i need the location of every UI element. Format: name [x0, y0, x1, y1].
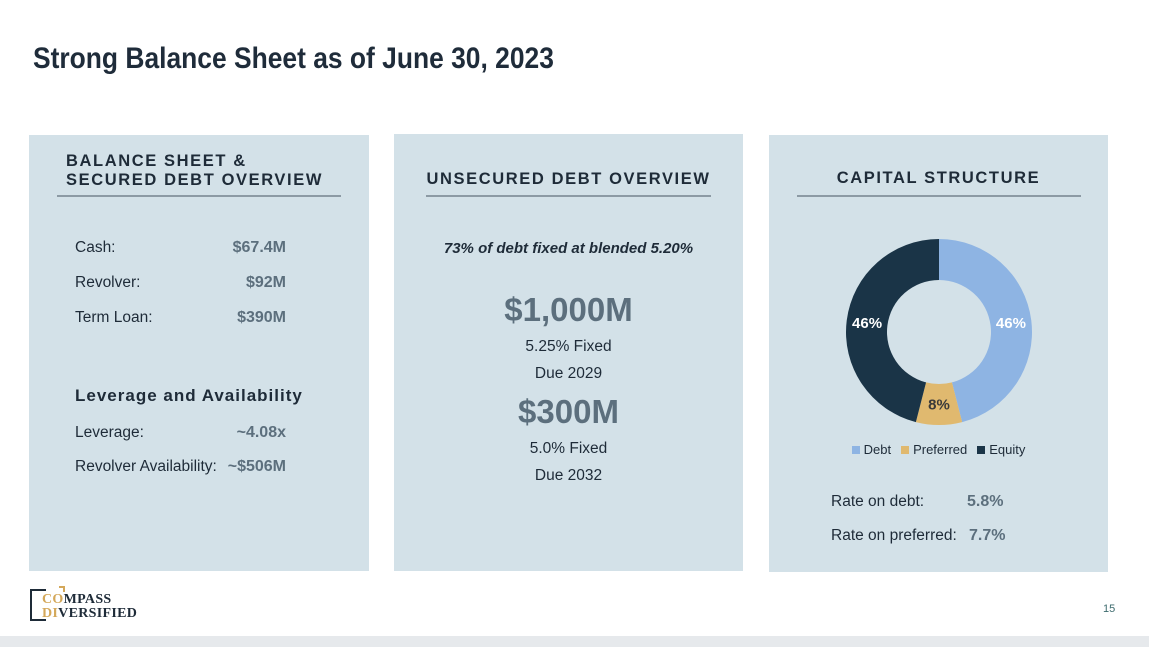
term-loan-value: $390M	[237, 309, 286, 326]
divider	[426, 195, 711, 197]
leverage-label: Leverage:	[75, 424, 144, 441]
cash-value: $67.4M	[232, 239, 286, 256]
revolver-label: Revolver:	[75, 274, 141, 291]
balance-sheet-panel: BALANCE SHEET & SECURED DEBT OVERVIEW Ca…	[29, 135, 369, 571]
fixed-debt-note: 73% of debt fixed at blended 5.20%	[443, 240, 694, 257]
heading-line-1: BALANCE SHEET &	[66, 152, 247, 170]
panel-heading: UNSECURED DEBT OVERVIEW	[426, 170, 711, 188]
legend-label: Debt	[863, 442, 892, 457]
availability-label: Revolver Availability:	[75, 458, 217, 475]
logo-line-1: COMPASS	[42, 592, 112, 607]
divider	[57, 195, 341, 197]
logo-text: COMPASS DIVERSIFIED	[42, 593, 137, 621]
rate-preferred-label: Rate on preferred:	[831, 527, 957, 544]
legend-label: Equity	[989, 442, 1026, 457]
note-2032-amount: $300M	[518, 393, 619, 430]
legend-label: Preferred	[913, 442, 968, 457]
donut-label-equity: 46%	[852, 315, 882, 332]
divider	[797, 195, 1081, 197]
term-loan-label: Term Loan:	[75, 309, 153, 326]
note-2032-due: Due 2032	[534, 467, 603, 484]
rate-debt-label: Rate on debt:	[831, 493, 925, 510]
note-2032-rate: 5.0% Fixed	[529, 440, 608, 457]
legend-item-debt: Debt	[851, 442, 892, 457]
rate-debt-value: 5.8%	[967, 493, 1004, 510]
logo-accent	[59, 586, 65, 592]
donut-slice-debt	[939, 239, 1032, 423]
logo-line-2: DIVERSIFIED	[42, 606, 138, 621]
rate-preferred-value: 7.7%	[969, 527, 1006, 544]
panel-heading: BALANCE SHEET & SECURED DEBT OVERVIEW	[66, 152, 323, 190]
cash-label: Cash:	[75, 239, 116, 256]
unsecured-debt-panel: UNSECURED DEBT OVERVIEW 73% of debt fixe…	[394, 134, 743, 571]
leverage-value: ~4.08x	[236, 424, 286, 441]
donut-label-preferred: 8%	[928, 397, 950, 414]
compass-diversified-logo: COMPASS DIVERSIFIED	[30, 586, 150, 624]
donut-slice-equity	[846, 239, 939, 423]
heading-line-2: SECURED DEBT OVERVIEW	[66, 171, 323, 189]
note-2029-amount: $1,000M	[504, 291, 633, 328]
note-2029-rate: 5.25% Fixed	[525, 338, 612, 355]
leverage-subheading: Leverage and Availability	[75, 386, 303, 405]
logo-bracket	[30, 589, 46, 621]
capital-structure-panel: CAPITAL STRUCTURE 46% 8% 46% Debt Preferre…	[769, 135, 1108, 572]
availability-value: ~$506M	[227, 458, 286, 475]
panel-heading: CAPITAL STRUCTURE	[836, 169, 1041, 187]
capital-structure-donut: 46% 8% 46%	[846, 239, 1032, 425]
note-2029-due: Due 2029	[534, 365, 603, 382]
page-title: Strong Balance Sheet as of June 30, 2023	[33, 42, 554, 75]
revolver-value: $92M	[245, 274, 286, 291]
page-number: 15	[1103, 603, 1116, 615]
legend-item-preferred: Preferred	[901, 442, 967, 457]
chart-legend: Debt Preferred Equity	[769, 442, 1108, 457]
donut-slice-preferred	[915, 382, 963, 425]
footer-bar	[0, 636, 1149, 647]
legend-item-equity: Equity	[977, 442, 1025, 457]
donut-label-debt: 46%	[996, 315, 1026, 332]
